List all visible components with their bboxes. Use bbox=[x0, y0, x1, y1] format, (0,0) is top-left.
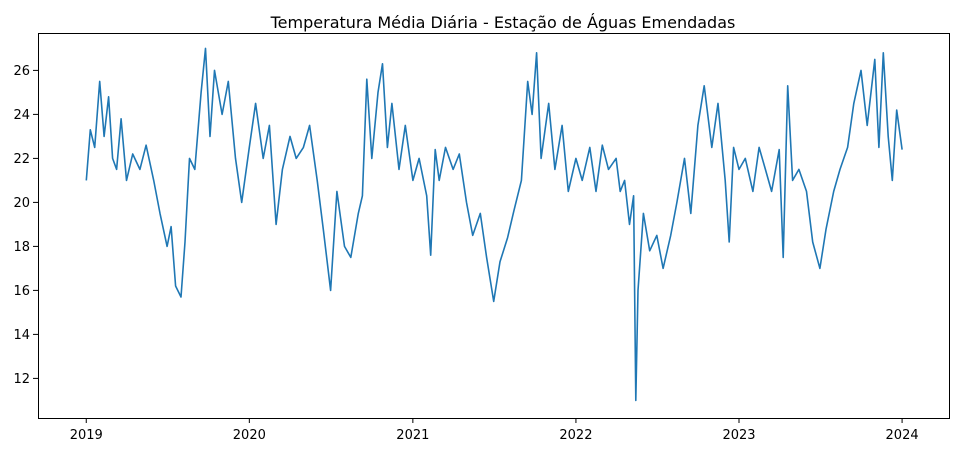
y-tick-label: 12 bbox=[13, 372, 30, 387]
x-tick-label: 2019 bbox=[70, 428, 103, 443]
plot-area bbox=[85, 47, 903, 402]
x-tick-label: 2021 bbox=[396, 428, 429, 443]
y-axis: 12 14 16 18 20 22 24 26 bbox=[13, 64, 38, 387]
y-tick-label: 16 bbox=[13, 284, 30, 299]
x-tick-label: 2022 bbox=[559, 428, 592, 443]
y-tick-label: 22 bbox=[13, 152, 30, 167]
chart-title: Temperatura Média Diária - Estação de Ág… bbox=[270, 13, 736, 32]
x-tick-label: 2024 bbox=[886, 428, 919, 443]
y-tick-label: 26 bbox=[13, 64, 30, 79]
temperature-series-line bbox=[85, 47, 903, 402]
x-tick-label: 2020 bbox=[233, 428, 266, 443]
y-tick-label: 20 bbox=[13, 196, 30, 211]
plot-frame bbox=[38, 33, 950, 419]
y-tick-label: 18 bbox=[13, 240, 30, 255]
x-tick-label: 2023 bbox=[722, 428, 755, 443]
y-tick-label: 24 bbox=[13, 108, 30, 123]
x-axis: 2019 2020 2021 2022 2023 2024 bbox=[70, 418, 919, 443]
y-tick-label: 14 bbox=[13, 328, 30, 343]
